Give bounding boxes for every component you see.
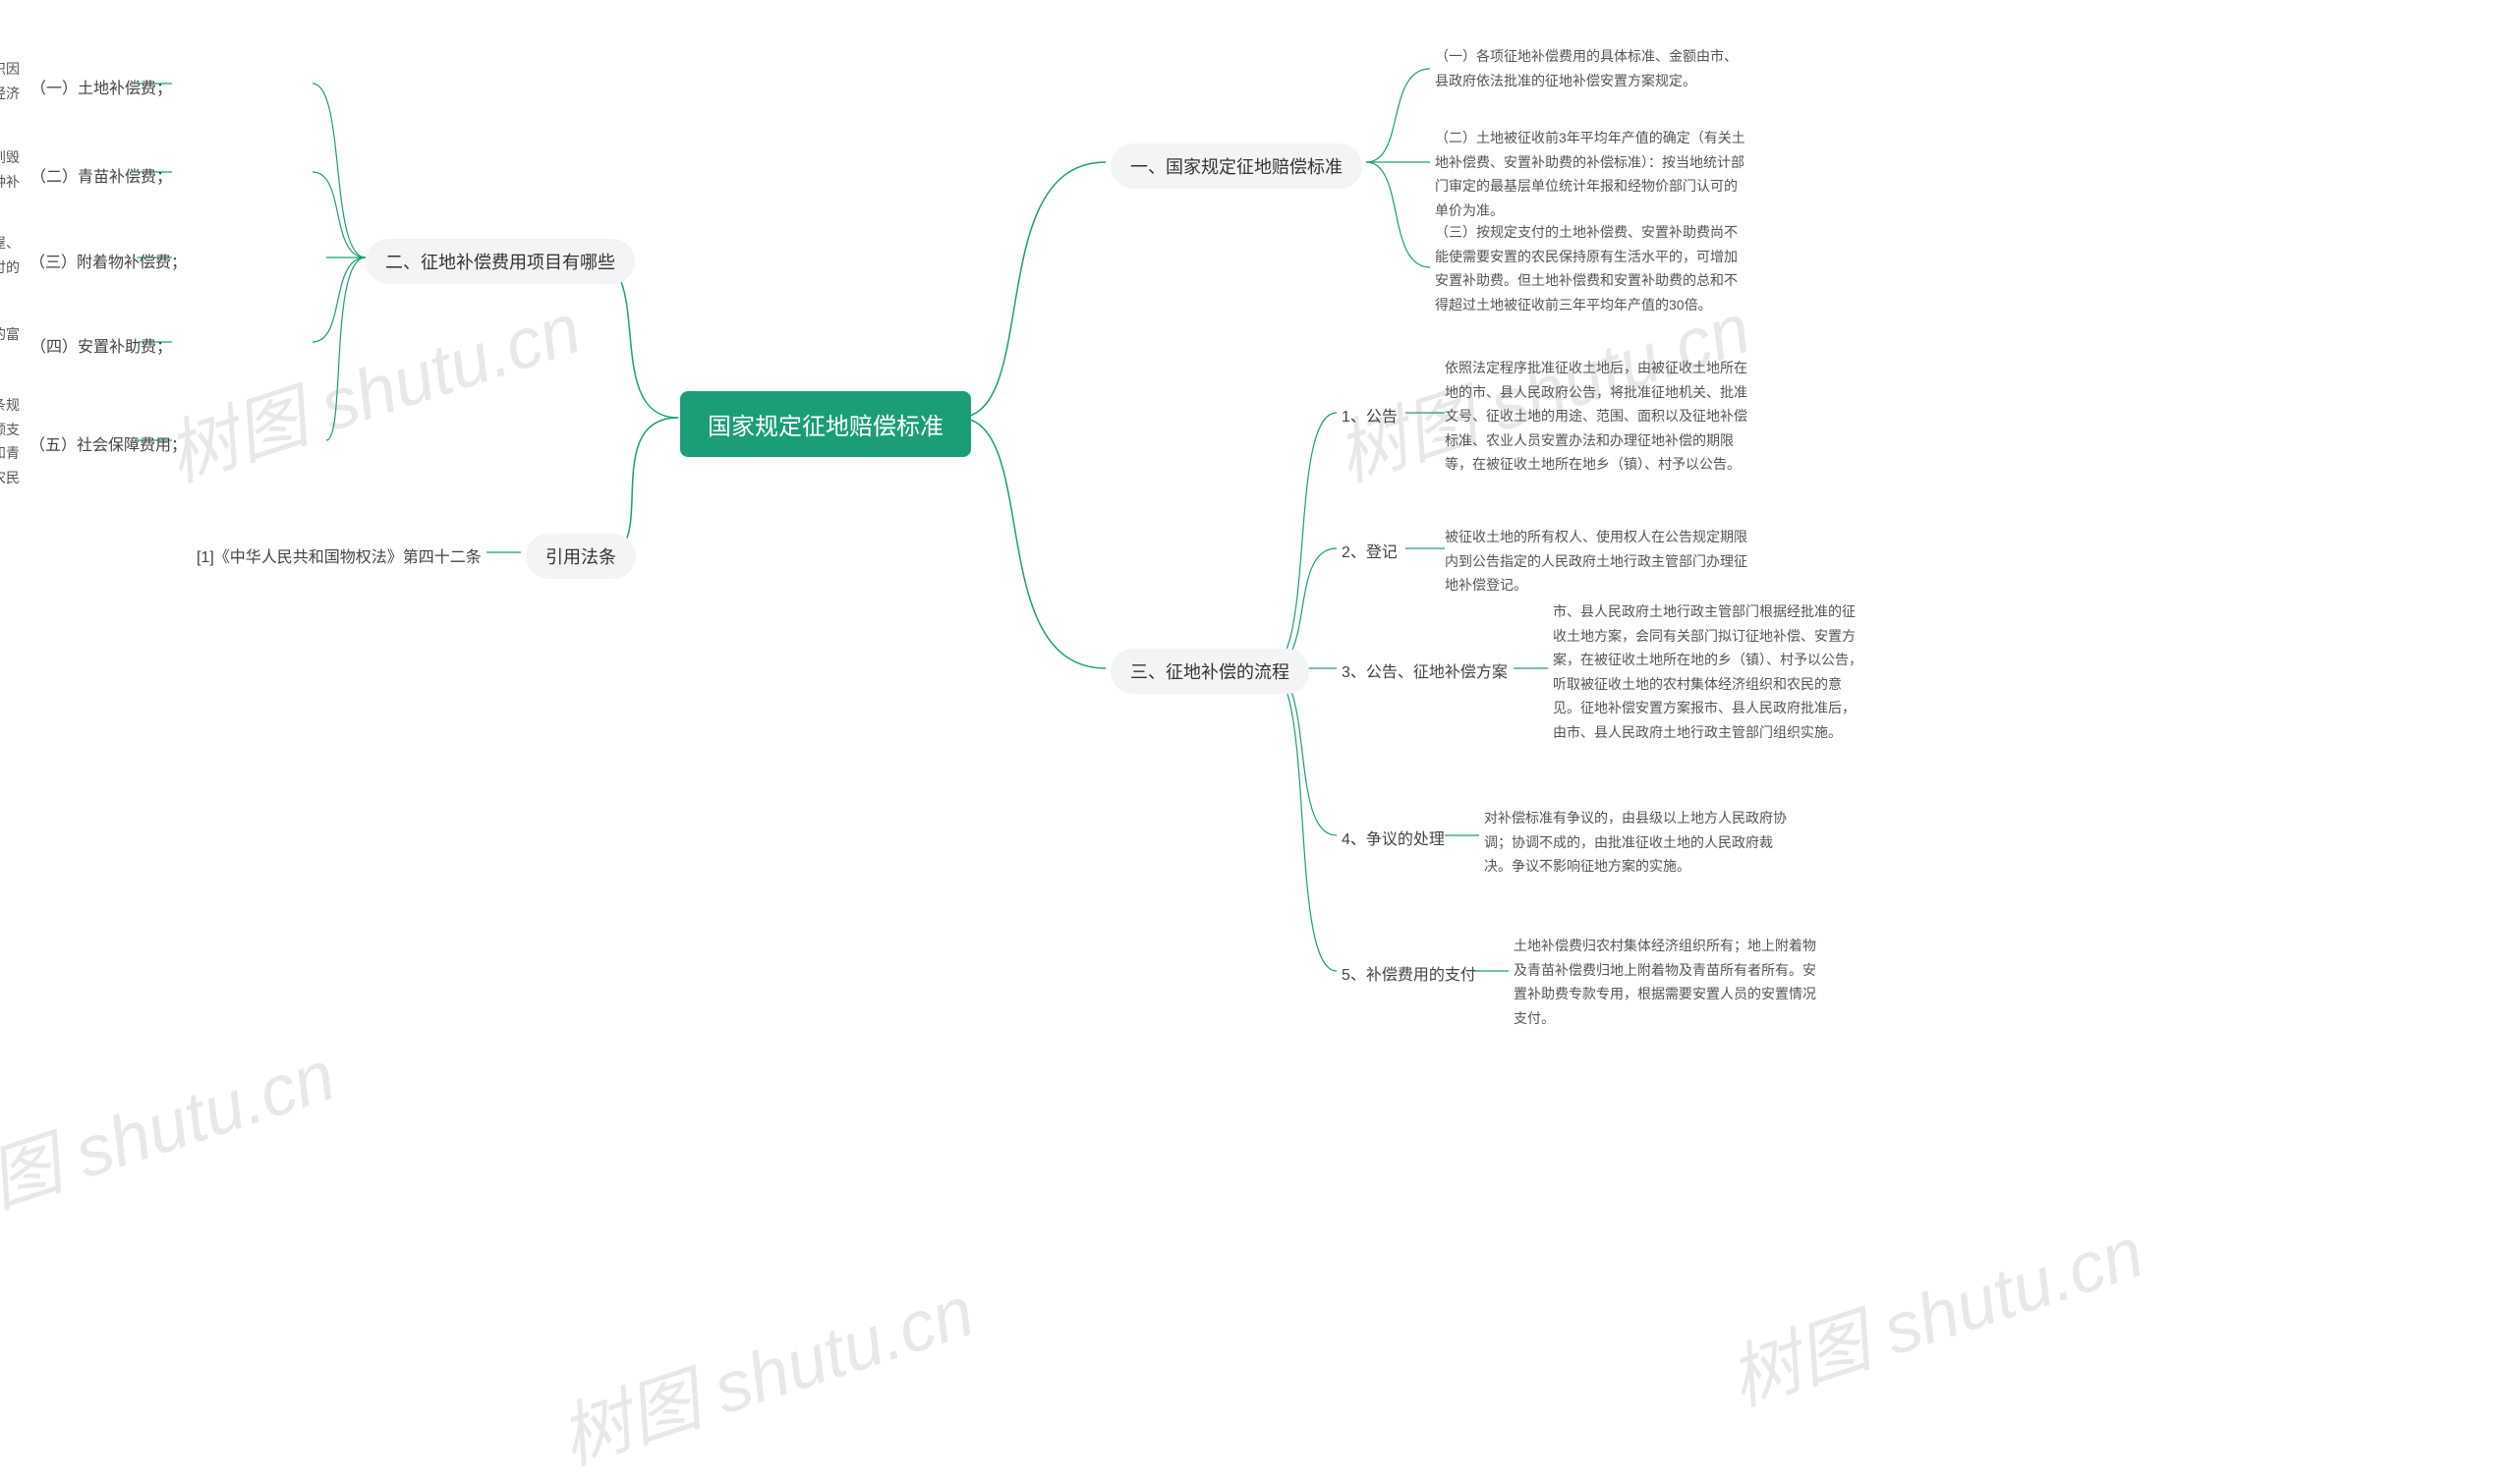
watermark: 树图 shutu.cn [1714,1194,2153,1425]
branch-label: 引用法条 [545,547,616,567]
branch-standards[interactable]: 一、国家规定征地赔偿标准 [1111,143,1362,189]
fee-desc-1: 用地单位依法对被征地的农村集体经济组织因其土地被征收造成经济损失而支付的一种经济… [0,57,29,130]
branch-reference[interactable]: 引用法条 [526,534,636,579]
watermark: 树图 shutu.cn [151,270,591,501]
fee-desc-3: 用地单位对被征收土地上的附着物，如房屋、其它设施，因征地被毁损而向该所在人支付的… [0,231,29,304]
fee-label-4[interactable]: （四）安置补助费； [30,333,172,357]
branch1-item3: （三）按规定支付的土地补偿费、安置补助费尚不能使需要安置的农民保持原有生活水平的… [1435,220,1749,316]
branch1-item2: （二）土地被征收前3年平均年产值的确定（有关土地补偿费、安置补助费的补偿标准）：… [1435,126,1749,222]
branch-label: 三、征地补偿的流程 [1130,662,1289,682]
ref-item: [1]《中华人民共和国物权法》第四十二条 [197,543,482,567]
fee-label-2[interactable]: （二）青苗补偿费； [30,163,172,187]
root-node[interactable]: 国家规定征地赔偿标准 [680,391,971,457]
branch-process[interactable]: 三、征地补偿的流程 [1111,649,1309,694]
fee-label-3[interactable]: （三）附着物补偿费； [29,249,187,272]
step-desc-1: 依照法定程序批准征收土地后，由被征收土地所在地的市、县人民政府公告，将批准征地机… [1445,356,1759,477]
step-desc-3: 市、县人民政府土地行政主管部门根据经批准的征收土地方案，会同有关部门拟订征地补偿… [1553,599,1867,744]
step-label-5[interactable]: 5、补偿费用的支付 [1342,961,1476,985]
branch-label: 一、国家规定征地赔偿标准 [1130,157,1343,177]
fee-label-5[interactable]: （五）社会保障费用； [29,431,187,455]
step-label-3[interactable]: 3、公告、征地补偿方案 [1342,658,1508,682]
fee-label-1[interactable]: （一）土地补偿费； [30,75,172,98]
root-label: 国家规定征地赔偿标准 [708,414,944,440]
fee-desc-2: 用地单位对被征收土地上的青苗因征地受到毁损，向种植该青苗的单位和个人支付的一种补… [0,145,29,218]
watermark: 树图 shutu.cn [544,1253,984,1484]
branch1-item1: （一）各项征地补偿费用的具体标准、金额由市、县政府依法批准的征地补偿安置方案规定… [1435,44,1749,92]
step-label-1[interactable]: 1、公告 [1342,403,1398,427]
step-desc-5: 土地补偿费归农村集体经济组织所有；地上附着物及青苗补偿费归地上附着物及青苗所有者… [1514,934,1828,1030]
branch-label: 二、征地补偿费用项目有哪些 [385,253,615,272]
fee-desc-5: 根据《中华人民共和国物权法》第四十二条规定，征收集体所有的土地，除应当依法足额支… [0,393,29,514]
fee-desc-4: 用地单位对被征地单位安置因征地所造成的富余劳动力而支付的补偿费用。 [0,322,29,371]
watermark: 树图 shutu.cn [0,1017,346,1248]
step-desc-4: 对补偿标准有争议的，由县级以上地方人民政府协调；协调不成的，由批准征收土地的人民… [1484,806,1799,879]
step-label-4[interactable]: 4、争议的处理 [1342,826,1445,849]
step-label-2[interactable]: 2、登记 [1342,539,1398,562]
step-desc-2: 被征收土地的所有权人、使用权人在公告规定期限内到公告指定的人民政府土地行政主管部… [1445,525,1759,598]
branch-fee-items[interactable]: 二、征地补偿费用项目有哪些 [366,239,635,284]
